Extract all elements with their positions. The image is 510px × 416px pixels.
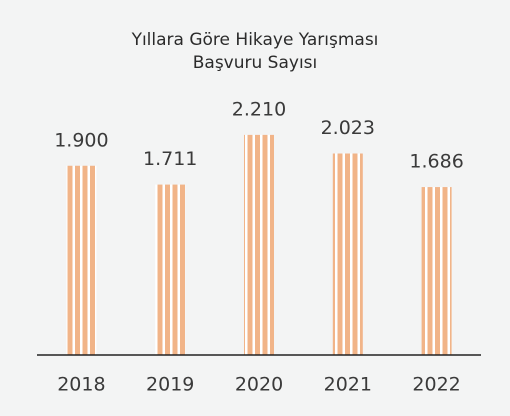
x-tick-label: 2021 <box>324 374 372 396</box>
bar <box>66 165 97 355</box>
chart-title: Yıllara Göre Hikaye Yarışması <box>131 30 379 50</box>
data-label: 1.686 <box>409 151 463 173</box>
data-label: 2.023 <box>321 117 375 139</box>
x-tick-label: 2018 <box>57 374 105 396</box>
x-tick-label: 2020 <box>235 374 283 396</box>
x-tick-label: 2022 <box>412 374 460 396</box>
bar <box>244 134 274 355</box>
bar <box>155 184 186 355</box>
chart-title: Başvuru Sayısı <box>193 53 318 73</box>
data-label: 2.210 <box>232 98 286 120</box>
bar <box>421 187 452 355</box>
bar <box>332 153 363 355</box>
data-label: 1.711 <box>143 148 197 170</box>
x-tick-label: 2019 <box>146 374 194 396</box>
data-label: 1.900 <box>54 129 108 151</box>
